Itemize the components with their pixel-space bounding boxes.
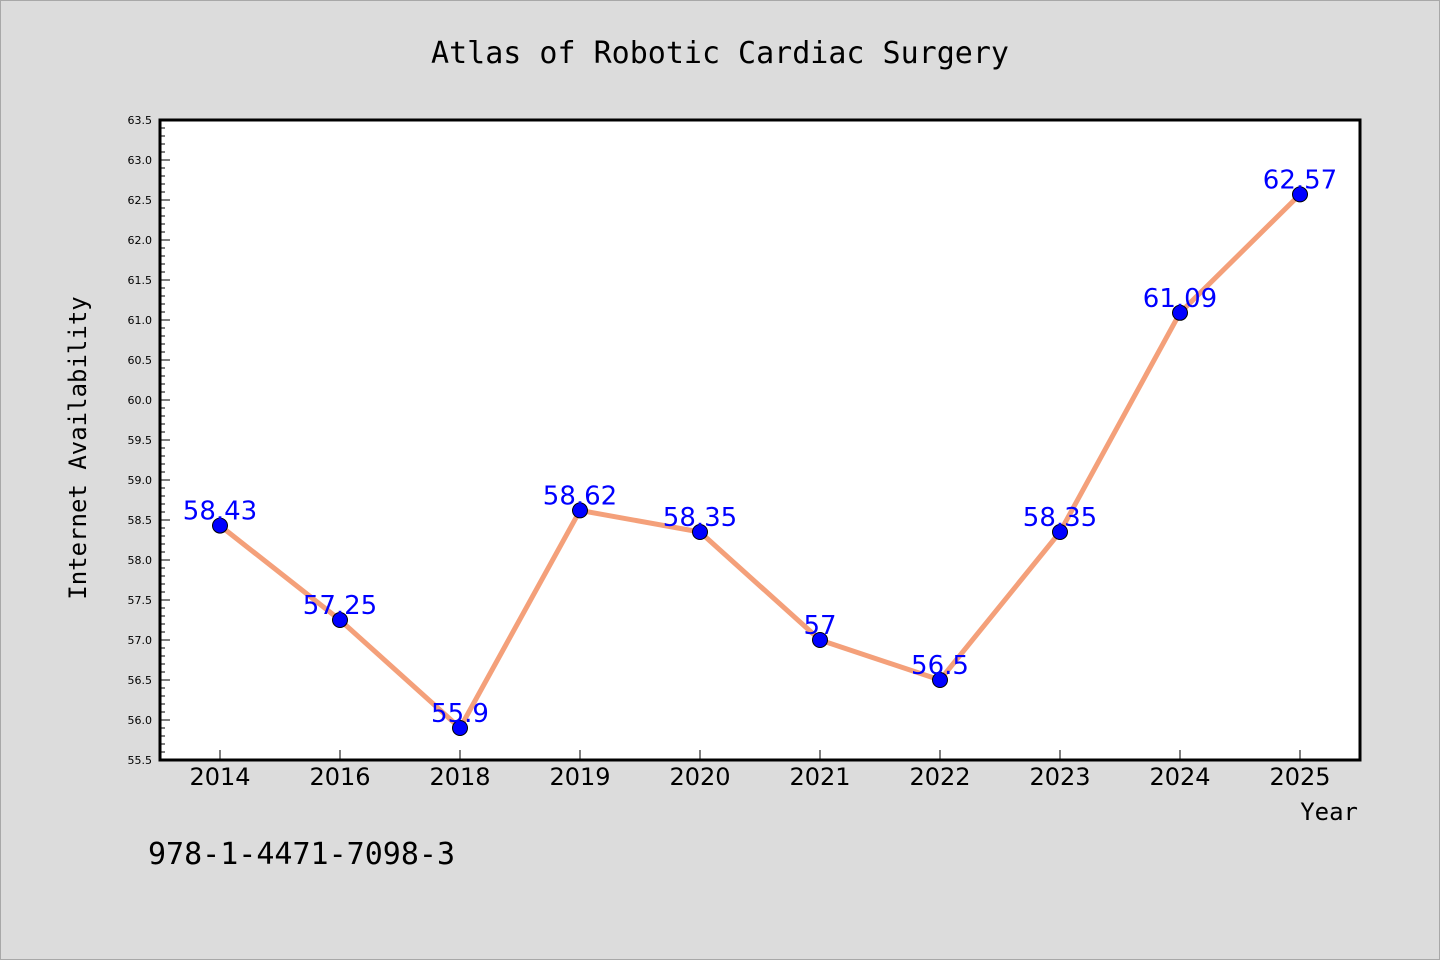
y-tick-label: 57.5 bbox=[128, 594, 153, 607]
x-axis-label: Year bbox=[1300, 798, 1358, 826]
y-tick-label: 62.0 bbox=[128, 234, 153, 247]
y-tick-label: 56.5 bbox=[128, 674, 153, 687]
data-point bbox=[692, 524, 708, 540]
x-axis-ticks: 2014 2016 2018 2019 2020 2021 2022 2023 2024 2025 bbox=[189, 750, 1331, 791]
y-axis-ticks: 55.5 56.0 56.5 57.0 57.5 58.0 58.5 59.0 59.5 60.0… bbox=[128, 114, 170, 767]
x-tick-label: 2018 bbox=[429, 763, 490, 791]
data-point bbox=[1172, 304, 1188, 321]
data-point bbox=[1292, 186, 1308, 203]
y-tick-label: 58.0 bbox=[128, 554, 153, 567]
y-tick-label: 59.5 bbox=[128, 434, 153, 447]
data-label: 57 bbox=[803, 611, 836, 641]
data-label: 61.09 bbox=[1143, 284, 1217, 314]
x-tick-label: 2021 bbox=[789, 763, 850, 791]
x-tick-label: 2016 bbox=[309, 763, 370, 791]
y-tick-label: 58.5 bbox=[128, 514, 153, 527]
y-tick-label: 55.5 bbox=[128, 754, 153, 767]
x-tick-label: 2020 bbox=[669, 763, 730, 791]
y-tick-label: 57.0 bbox=[128, 634, 153, 647]
data-label: 55.9 bbox=[431, 699, 489, 729]
chart-title: Atlas of Robotic Cardiac Surgery bbox=[431, 36, 1009, 71]
data-label: 57.25 bbox=[303, 591, 377, 621]
y-tick-label: 60.5 bbox=[128, 354, 153, 367]
data-point bbox=[452, 720, 468, 736]
y-tick-label: 63.5 bbox=[128, 114, 153, 127]
y-tick-label: 62.5 bbox=[128, 194, 153, 207]
data-point bbox=[212, 517, 228, 534]
data-label: 58.35 bbox=[663, 503, 737, 533]
footer-isbn: 978-1-4471-7098-3 bbox=[148, 837, 455, 872]
data-markers bbox=[212, 186, 1308, 736]
y-tick-label: 56.0 bbox=[128, 714, 153, 727]
y-tick-label: 63.0 bbox=[128, 154, 153, 167]
data-point bbox=[932, 672, 948, 688]
plot-area bbox=[158, 118, 1362, 762]
data-point bbox=[812, 632, 828, 648]
data-label: 58.43 bbox=[183, 497, 257, 527]
y-tick-label: 59.0 bbox=[128, 474, 153, 487]
y-tick-label: 60.0 bbox=[128, 394, 153, 407]
y-tick-label: 61.0 bbox=[128, 314, 153, 327]
x-tick-label: 2014 bbox=[189, 763, 250, 791]
data-point bbox=[332, 612, 348, 628]
data-label: 56.5 bbox=[911, 651, 969, 681]
data-label: 62.57 bbox=[1263, 165, 1337, 195]
data-label: 58.35 bbox=[1023, 503, 1097, 533]
x-tick-label: 2023 bbox=[1029, 763, 1090, 791]
x-tick-label: 2022 bbox=[909, 763, 970, 791]
x-tick-label: 2019 bbox=[549, 763, 610, 791]
data-label: 58.62 bbox=[543, 481, 617, 511]
data-point bbox=[1052, 524, 1068, 540]
x-tick-label: 2024 bbox=[1149, 763, 1210, 791]
series-line bbox=[217, 191, 1303, 731]
data-point bbox=[572, 502, 588, 519]
x-tick-label: 2025 bbox=[1269, 763, 1330, 791]
data-labels: 58.43 57.25 55.9 58.62 58.35 57 56.5 58.35 61.09… bbox=[183, 165, 1337, 729]
y-axis-label: Internet Availability bbox=[64, 296, 92, 599]
y-tick-label: 61.5 bbox=[128, 274, 153, 287]
